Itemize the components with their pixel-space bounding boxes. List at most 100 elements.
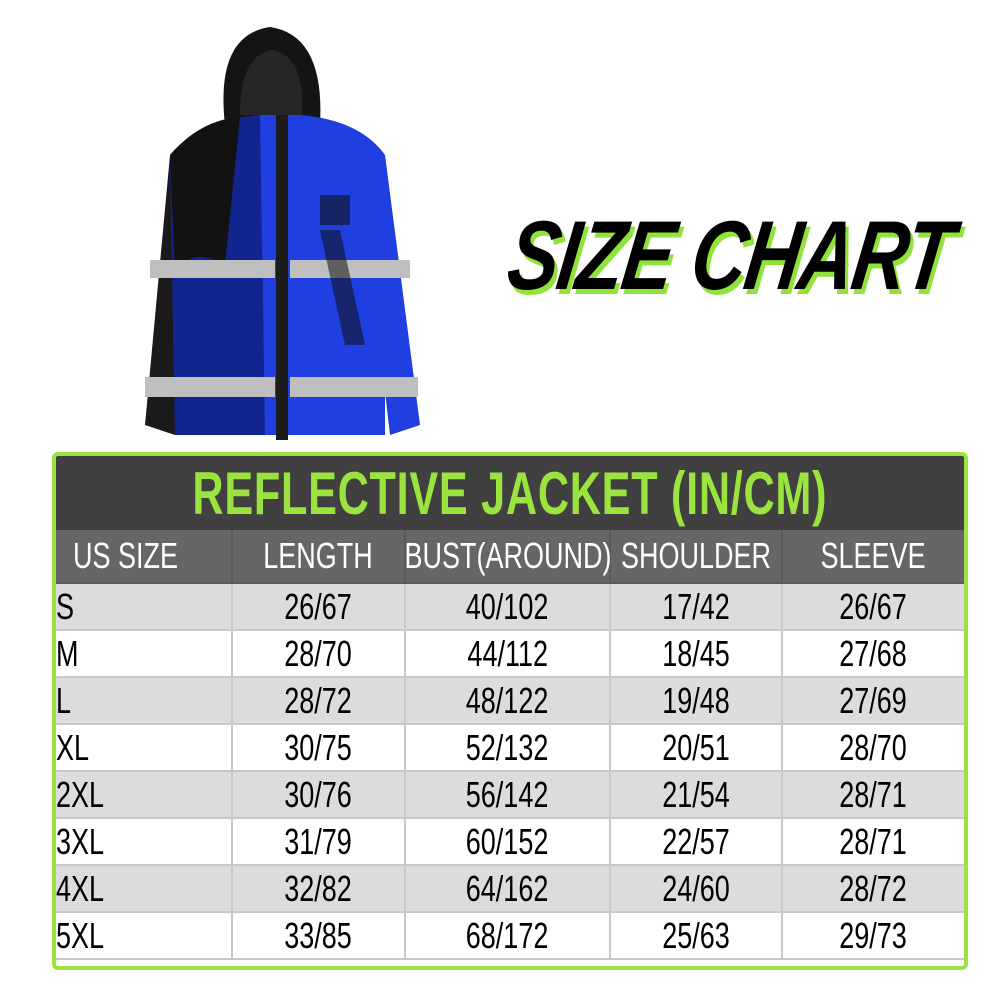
- column-header-text: SHOULDER: [620, 535, 772, 576]
- table-cell-text: 52/132: [466, 726, 549, 768]
- table-row: 3XL 31/79 60/152 22/57 28/71: [56, 819, 964, 866]
- table-cell-text: XL: [56, 726, 90, 768]
- reflective-jacket-image: [145, 27, 420, 440]
- table-cell: 28/72: [233, 678, 406, 725]
- table-cell: 26/67: [783, 584, 964, 631]
- table-cell: 25/63: [611, 913, 783, 960]
- table-cell: 27/68: [783, 631, 964, 678]
- table-cell-text: 19/48: [662, 679, 730, 721]
- column-header: SLEEVE: [783, 530, 964, 584]
- table-cell: L: [56, 678, 233, 725]
- table-cell-text: 28/72: [839, 867, 908, 909]
- table-cell: 2XL: [56, 772, 233, 819]
- table-row: S 26/67 40/102 17/42 26/67: [56, 584, 964, 631]
- table-cell-text: 25/63: [662, 914, 730, 956]
- table-cell: 68/172: [406, 913, 611, 960]
- table-cell: 56/142: [406, 772, 611, 819]
- table-cell-text: 31/79: [284, 820, 353, 862]
- table-cell-text: 5XL: [56, 914, 105, 956]
- table-cell: 20/51: [611, 725, 783, 772]
- table-cell-text: 27/68: [839, 632, 908, 674]
- column-header: BUST(AROUND): [404, 530, 611, 584]
- table-row: XL 30/75 52/132 20/51 28/70: [56, 725, 964, 772]
- table-cell-text: 28/70: [839, 726, 908, 768]
- table-cell: 22/57: [611, 819, 783, 866]
- table-cell: 64/162: [406, 866, 611, 913]
- table-cell-text: 26/67: [839, 585, 908, 627]
- table-row: L 28/72 48/122 19/48 27/69: [56, 678, 964, 725]
- table-cell-text: 32/82: [284, 867, 353, 909]
- table-cell: 52/132: [406, 725, 611, 772]
- table-cell: 26/67: [233, 584, 406, 631]
- table-cell-text: 56/142: [466, 773, 549, 815]
- table-cell: 30/76: [233, 772, 406, 819]
- column-header-text: US SIZE: [73, 535, 179, 576]
- table-cell-text: 44/112: [467, 632, 548, 674]
- table-cell: S: [56, 584, 233, 631]
- table-cell-text: 30/76: [284, 773, 353, 815]
- table-cell-text: 21/54: [662, 773, 730, 815]
- table-cell-text: 28/72: [284, 679, 353, 721]
- table-cell-text: L: [56, 679, 72, 721]
- table-cell: 29/73: [783, 913, 964, 960]
- size-chart-heading: SIZE CHART: [502, 195, 959, 315]
- table-cell-text: 40/102: [466, 585, 549, 627]
- size-table: REFLECTIVE JACKET (IN/CM) US SIZE LENGTH…: [52, 452, 968, 970]
- table-cell: 28/71: [783, 819, 964, 866]
- column-header: LENGTH: [233, 530, 406, 584]
- table-cell-text: 18/45: [662, 632, 730, 674]
- table-cell: 44/112: [406, 631, 611, 678]
- table-cell: 40/102: [406, 584, 611, 631]
- table-cell-text: 68/172: [466, 914, 549, 956]
- table-cell-text: 2XL: [56, 773, 105, 815]
- table-cell-text: 24/60: [662, 867, 730, 909]
- column-header-text: SLEEVE: [820, 535, 927, 576]
- table-cell: 60/152: [406, 819, 611, 866]
- table-cell: 18/45: [611, 631, 783, 678]
- table-cell-text: 48/122: [466, 679, 549, 721]
- table-cell: XL: [56, 725, 233, 772]
- size-chart-title: SIZE CHART: [501, 199, 959, 310]
- table-cell: 48/122: [406, 678, 611, 725]
- table-cell: 28/72: [783, 866, 964, 913]
- table-row: M 28/70 44/112 18/45 27/68: [56, 631, 964, 678]
- table-cell: 32/82: [233, 866, 406, 913]
- column-header-text: LENGTH: [263, 535, 374, 576]
- table-cell-text: 20/51: [662, 726, 730, 768]
- table-cell-text: 27/69: [839, 679, 908, 721]
- table-title-band: REFLECTIVE JACKET (IN/CM): [56, 456, 964, 530]
- table-cell: M: [56, 631, 233, 678]
- table-cell-text: 30/75: [284, 726, 353, 768]
- table-cell-text: 33/85: [284, 914, 353, 956]
- table-cell-text: M: [56, 632, 79, 674]
- table-header-row: US SIZE LENGTH BUST(AROUND) SHOULDER SLE…: [56, 530, 964, 584]
- table-title: REFLECTIVE JACKET (IN/CM): [192, 459, 828, 527]
- column-header-text: BUST(AROUND): [404, 535, 611, 576]
- table-cell-text: 3XL: [56, 820, 105, 862]
- table-cell-text: 60/152: [466, 820, 549, 862]
- table-cell-text: 4XL: [56, 867, 105, 909]
- table-cell: 17/42: [611, 584, 783, 631]
- table-cell: 4XL: [56, 866, 233, 913]
- table-cell: 30/75: [233, 725, 406, 772]
- table-cell: 28/71: [783, 772, 964, 819]
- table-cell-text: 28/71: [839, 773, 908, 815]
- table-cell: 21/54: [611, 772, 783, 819]
- table-cell: 3XL: [56, 819, 233, 866]
- table-cell: 31/79: [233, 819, 406, 866]
- table-cell: 28/70: [783, 725, 964, 772]
- table-cell-text: 28/71: [839, 820, 908, 862]
- table-cell-text: 28/70: [284, 632, 353, 674]
- table-cell: 27/69: [783, 678, 964, 725]
- table-cell: 19/48: [611, 678, 783, 725]
- table-cell: 24/60: [611, 866, 783, 913]
- table-cell: 5XL: [56, 913, 233, 960]
- column-header: SHOULDER: [611, 530, 783, 584]
- table-cell: 28/70: [233, 631, 406, 678]
- table-row: 2XL 30/76 56/142 21/54 28/71: [56, 772, 964, 819]
- table-cell: 33/85: [233, 913, 406, 960]
- table-cell-text: 22/57: [662, 820, 730, 862]
- table-row: 4XL 32/82 64/162 24/60 28/72: [56, 866, 964, 913]
- table-cell-text: S: [56, 585, 75, 627]
- table-cell-text: 17/42: [662, 585, 730, 627]
